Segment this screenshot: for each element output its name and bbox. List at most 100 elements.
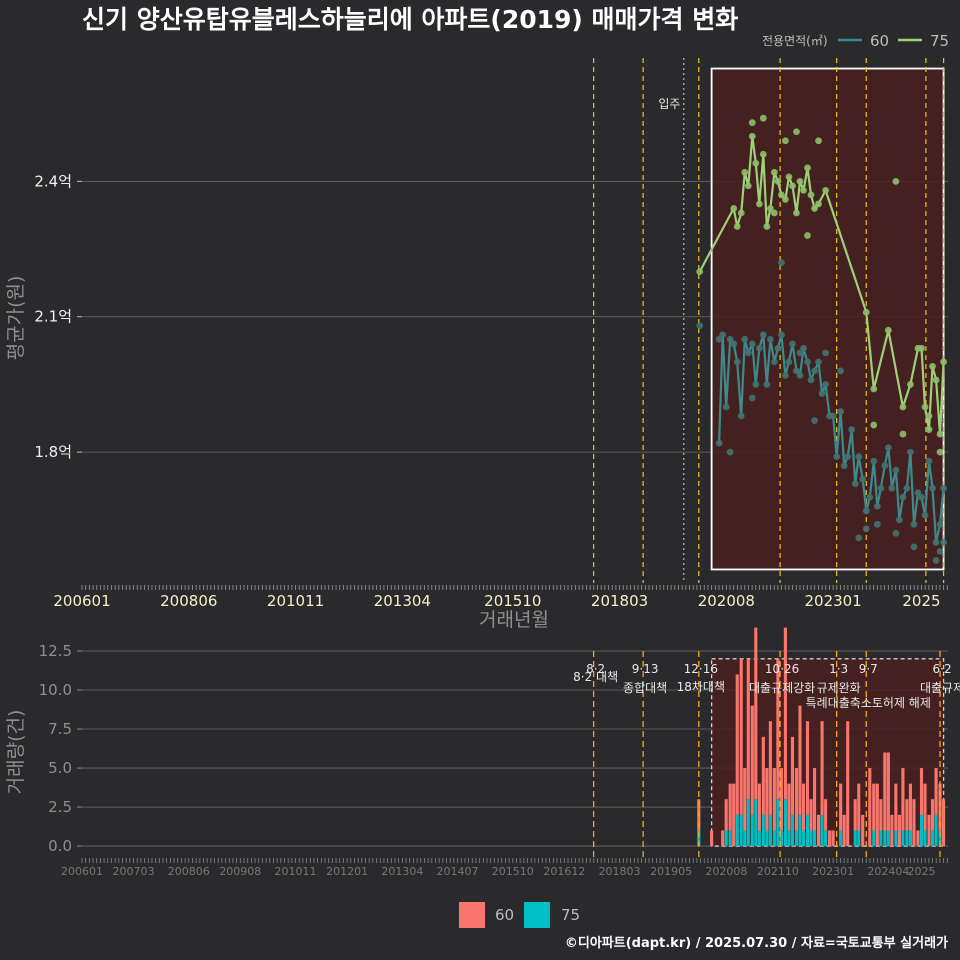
volume-x-tick-label: 201510 <box>492 865 534 878</box>
series-75-point <box>770 168 778 176</box>
series-75-point <box>737 209 745 217</box>
volume-x-tick-label: 201612 <box>543 865 585 878</box>
series-75-point <box>730 205 738 212</box>
policy-name-label: 규제완화 <box>817 681 861 695</box>
series-60-point <box>877 484 885 492</box>
volume-x-tick-label: 202008 <box>705 865 747 878</box>
volume-bar-60 <box>901 768 905 831</box>
volume-x-tick-label: 202110 <box>757 865 799 878</box>
price-x-tick-label: 201011 <box>267 592 324 610</box>
policy-name-label: 대출규제강화 <box>749 681 815 695</box>
series-60-point <box>733 358 741 366</box>
volume-highlight-box <box>710 658 945 847</box>
series-60-point <box>925 457 933 465</box>
series-60-point <box>870 457 878 465</box>
series-75-point <box>796 177 804 185</box>
price-y-tick-label: 2.4억 <box>34 172 72 190</box>
series-75-point <box>782 137 789 145</box>
series-60-point <box>741 335 749 343</box>
volume-bar-60 <box>779 768 783 831</box>
legend-bar-75-swatch <box>524 902 550 928</box>
volume-bar-75 <box>824 830 828 847</box>
volume-bar-75 <box>901 830 905 847</box>
volume-bar-75 <box>919 814 924 847</box>
volume-bar-60 <box>732 783 736 847</box>
volume-bar-60 <box>735 674 739 815</box>
volume-bar-60 <box>820 721 824 815</box>
volume-y-axis-title: 거래량(건) <box>5 710 27 795</box>
volume-bar-60 <box>868 768 872 847</box>
legend-bar-75-label: 75 <box>561 906 580 924</box>
series-75-point <box>804 164 811 172</box>
series-75-point <box>793 209 800 217</box>
series-75-point <box>870 421 878 429</box>
volume-bar-60 <box>783 627 787 800</box>
volume-bar-60 <box>765 768 769 831</box>
series-60-point <box>918 493 925 501</box>
series-60-point <box>837 408 845 415</box>
volume-bar-75 <box>857 830 861 847</box>
price-highlight-box <box>710 67 945 571</box>
volume-bar-60 <box>875 783 879 847</box>
series-75-point <box>733 223 741 230</box>
policy-date-label: 9·7 <box>859 662 878 676</box>
volume-bar-60 <box>839 783 843 831</box>
volume-bar-60 <box>813 768 817 831</box>
series-75-point <box>940 358 947 366</box>
volume-bar-75 <box>790 814 795 847</box>
series-60-point <box>899 493 907 501</box>
volume-bar-75 <box>839 830 843 847</box>
volume-bar-60 <box>831 830 835 847</box>
series-75-point <box>925 426 933 433</box>
price-x-tick-label: 2025 <box>902 592 940 610</box>
volume-bar-60 <box>816 814 821 847</box>
series-60-point <box>940 484 947 492</box>
volume-bar-60 <box>861 814 865 847</box>
volume-bar-75 <box>813 830 817 847</box>
series-75-point <box>741 168 749 176</box>
series-60-point <box>822 349 830 357</box>
price-legend: 전용면적(㎡) 60 75 <box>762 32 949 50</box>
series-60-point <box>696 322 704 330</box>
volume-bar-60 <box>721 830 725 847</box>
volume-bar-60 <box>897 814 901 847</box>
series-60-point <box>888 484 896 492</box>
price-y-tick-label: 2.1억 <box>34 308 72 326</box>
volume-bar-75 <box>739 814 743 847</box>
volume-x-tick-label: 200601 <box>61 865 103 878</box>
volume-bar-60 <box>798 705 802 815</box>
volume-bar-60 <box>872 783 876 831</box>
series-60-point <box>851 480 859 488</box>
series-75-point <box>755 200 763 208</box>
legend-60-label: 60 <box>870 32 889 50</box>
chart-title: 신기 양산유탑유블레스하늘리에 아파트(2019) 매매가격 변화 <box>82 5 738 34</box>
series-75-point <box>793 128 800 136</box>
volume-x-tick-label: 201304 <box>381 865 423 878</box>
volume-bar-75 <box>772 830 776 847</box>
series-60-point <box>929 484 936 492</box>
volume-x-tick-label: 200908 <box>219 865 261 878</box>
series-60-point <box>715 335 723 343</box>
series-60-point <box>796 349 804 357</box>
volume-legend: 60 75 <box>459 902 580 928</box>
series-60-point <box>759 331 767 339</box>
series-60-point <box>932 557 940 564</box>
volume-x-tick-label: 201803 <box>599 865 641 878</box>
series-60-point <box>726 448 734 456</box>
series-60-point <box>807 376 815 384</box>
volume-bar-60 <box>794 768 799 831</box>
series-60-point <box>748 394 756 402</box>
series-75-point <box>807 191 815 199</box>
series-60-point <box>818 390 826 397</box>
volume-bar-60 <box>890 814 894 847</box>
volume-bar-60 <box>853 799 857 831</box>
volume-bar-75 <box>724 830 728 847</box>
volume-bar-60 <box>916 830 920 847</box>
volume-bar-60 <box>776 658 780 800</box>
volume-bar-75 <box>809 830 813 847</box>
volume-bar-75 <box>905 830 909 847</box>
series-60-point <box>815 358 822 366</box>
series-60-point <box>763 381 771 388</box>
series-60-point <box>848 426 856 433</box>
series-60-point <box>774 344 782 352</box>
